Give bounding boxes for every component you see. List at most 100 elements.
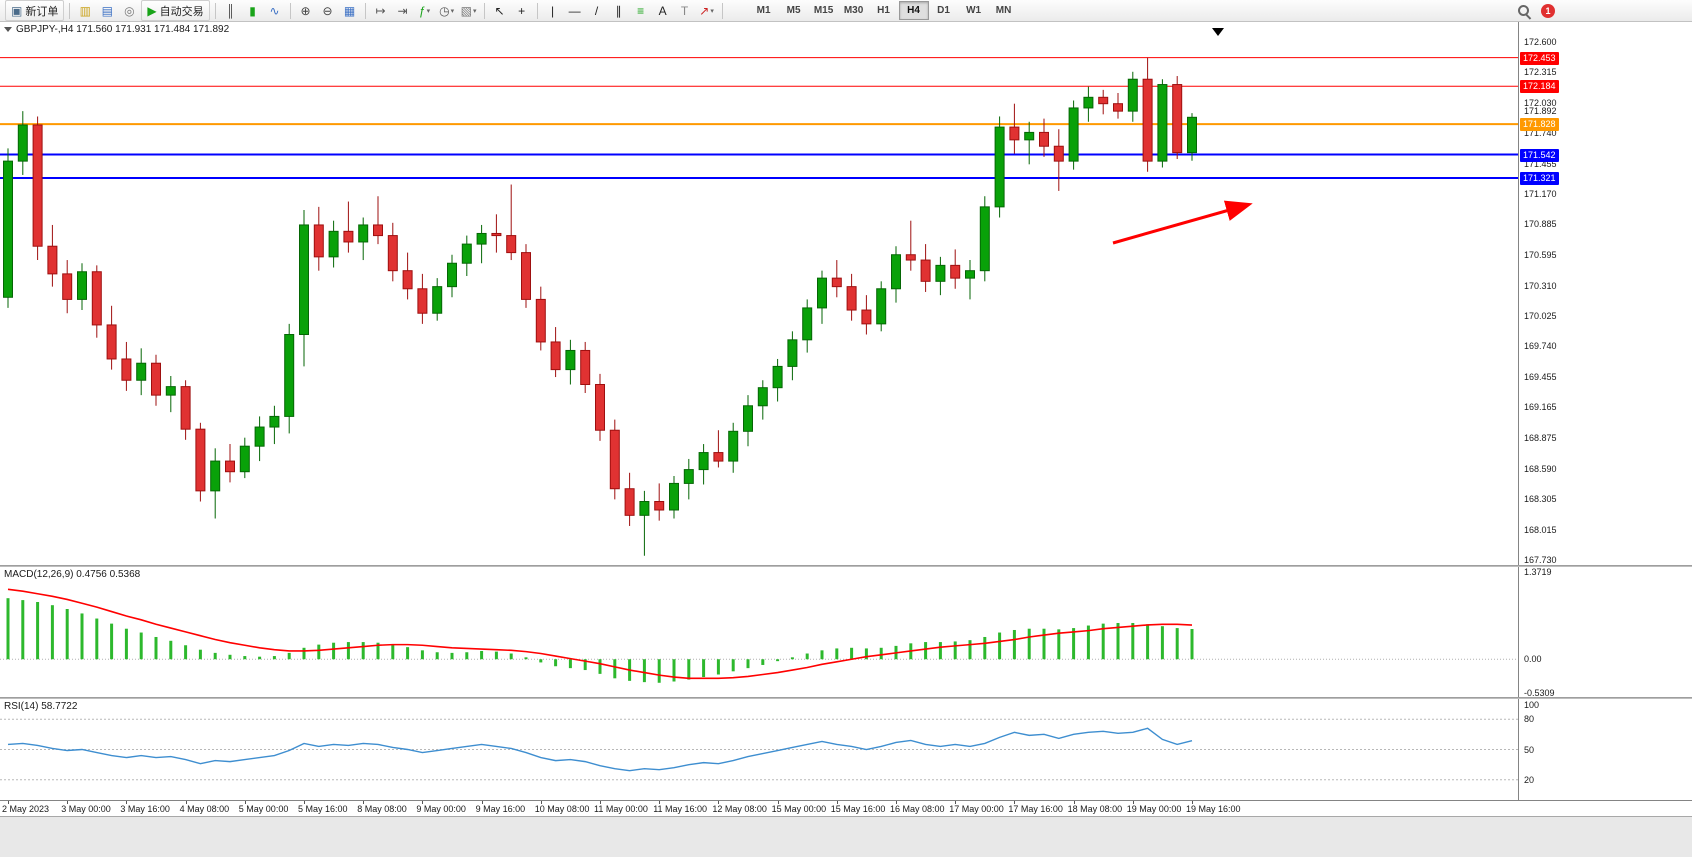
data-window-button[interactable]: ▤ [96, 0, 118, 21]
text-button[interactable]: A [652, 0, 674, 21]
auto-scroll-button[interactable]: ↦ [370, 0, 392, 21]
candle [757, 380, 768, 420]
bar-chart-button[interactable]: ║ [220, 0, 242, 21]
macd-chart [0, 588, 1518, 683]
status-strip [0, 816, 1692, 857]
arrows-button[interactable]: ↗ ▾ [696, 0, 718, 21]
price-tick-label: 168.875 [1524, 433, 1557, 444]
timeframe-h4[interactable]: H4 [898, 1, 929, 20]
candle [62, 260, 73, 314]
time-tick [244, 801, 246, 804]
timeframe-mn[interactable]: MN [995, 5, 1012, 16]
timeframe-d1[interactable]: D1 [937, 5, 950, 16]
trendline-button[interactable]: / [586, 0, 608, 21]
candlestick-chart-button[interactable]: ▮ [242, 0, 264, 21]
chart-shift-marker[interactable] [1212, 28, 1224, 36]
navigator-button[interactable]: ◎ [118, 0, 140, 21]
trend-arrow-object[interactable] [1112, 200, 1253, 245]
candle [1009, 103, 1020, 154]
time-tick-label: 4 May 08:00 [179, 804, 230, 814]
price-tick-label: 171.455 [1524, 158, 1557, 169]
candle [861, 295, 872, 335]
symbol-quote-text: GBPJPY-,H4 171.560 171.931 171.484 171.8… [16, 24, 230, 35]
new-order-button[interactable]: ▣ 新订单 [5, 0, 65, 21]
auto-trading-button[interactable]: ▶ 自动交易 [141, 0, 210, 21]
candle [1187, 113, 1197, 161]
candle [905, 220, 916, 271]
candle [965, 260, 975, 300]
chart-shift-button[interactable]: ⇥ [392, 0, 414, 21]
timeframe-m30[interactable]: M30 [843, 5, 864, 16]
dropdown-caret-icon[interactable]: ▾ [472, 7, 477, 15]
candle [313, 206, 324, 271]
timeframe-m15[interactable]: M15 [813, 5, 834, 16]
price-tick-label: 170.310 [1524, 280, 1557, 291]
fibonacci-button[interactable]: ≡ [630, 0, 652, 21]
candle [402, 252, 413, 300]
price-tick-label: 167.730 [1524, 555, 1557, 565]
search-icon[interactable] [1516, 3, 1532, 19]
zoom-out-button[interactable]: ⊖ [317, 0, 339, 21]
vertical-line-button[interactable]: | [542, 0, 564, 21]
price-tick-label: 169.740 [1524, 341, 1557, 352]
main-chart-panel[interactable]: GBPJPY-,H4 171.560 171.931 171.484 171.8… [0, 22, 1518, 565]
fibonacci-icon: ≡ [637, 3, 645, 18]
price-tick-label: 168.015 [1524, 524, 1557, 535]
candle [165, 375, 176, 413]
candle [1142, 57, 1153, 172]
crosshair-button[interactable]: + [511, 0, 533, 21]
time-axis: 2 May 2023 3 May 00:00 3 May 16:00 4 May 08… [0, 800, 1692, 816]
candle [935, 256, 946, 296]
dropdown-caret-icon[interactable]: ▾ [426, 7, 431, 15]
candle [358, 217, 369, 261]
price-line-badge: 172.184 [1520, 80, 1559, 94]
time-tick-label: 15 May 16:00 [830, 804, 886, 814]
text-label-button[interactable]: T [674, 0, 696, 21]
candlestick-chart-icon: ▮ [249, 3, 256, 18]
time-tick-label: 5 May 16:00 [298, 804, 348, 814]
timeframe-w1[interactable]: W1 [966, 5, 982, 16]
candle [521, 244, 531, 308]
horizontal-line-button[interactable]: — [564, 0, 586, 21]
time-tick-label: 10 May 08:00 [534, 804, 590, 814]
candle [639, 490, 650, 556]
indicators-button[interactable]: ƒ ▾ [414, 0, 436, 21]
timeframe-h1[interactable]: H1 [877, 5, 890, 16]
tile-windows-button[interactable]: ▦ [339, 0, 361, 21]
candlestick-chart[interactable] [0, 22, 1518, 565]
time-tick [185, 801, 187, 804]
candle [580, 341, 591, 394]
rsi-panel-splitter[interactable] [0, 697, 1692, 699]
time-tick-label: 12 May 08:00 [712, 804, 767, 814]
cursor-button[interactable]: ↖ [489, 0, 511, 21]
market-watch-button[interactable]: ▥ [74, 0, 96, 21]
cursor-icon: ↖ [494, 3, 505, 18]
collapse-caret-icon[interactable] [4, 27, 12, 32]
line-chart-button[interactable]: ∿ [264, 0, 286, 21]
timeframe-m5[interactable]: M5 [786, 5, 801, 16]
candle [17, 111, 28, 175]
candle [91, 265, 102, 338]
zoom-in-button[interactable]: ⊕ [295, 0, 317, 21]
candle [239, 437, 250, 479]
dropdown-caret-icon[interactable]: ▾ [450, 7, 455, 15]
dropdown-caret-icon[interactable]: ▾ [710, 7, 714, 15]
rsi-panel[interactable]: RSI(14) 58.7722 [0, 699, 1518, 800]
toolbar-separator [721, 2, 723, 19]
periods-button[interactable]: ◷ ▾ [436, 0, 458, 21]
macd-panel-splitter[interactable] [0, 565, 1692, 567]
candle [180, 380, 191, 440]
text-label-icon: T [680, 3, 689, 18]
candle [1024, 121, 1035, 165]
price-axis: 172.600 172.315 172.030 171.740 171.455 171.1… [1518, 22, 1692, 800]
candle [979, 196, 990, 282]
candle [743, 395, 753, 447]
timeframe-m1[interactable]: M1 [756, 5, 771, 16]
notification-badge[interactable]: 1 [1541, 4, 1555, 18]
templates-button[interactable]: ▧ ▾ [458, 0, 480, 21]
time-tick-label: 19 May 00:00 [1126, 804, 1182, 814]
time-tick-label: 9 May 00:00 [416, 804, 466, 814]
equidistant-channel-button[interactable]: ∥ [608, 0, 630, 21]
candle [225, 444, 235, 483]
macd-panel[interactable]: MACD(12,26,9) 0.4756 0.5368 [0, 567, 1518, 697]
